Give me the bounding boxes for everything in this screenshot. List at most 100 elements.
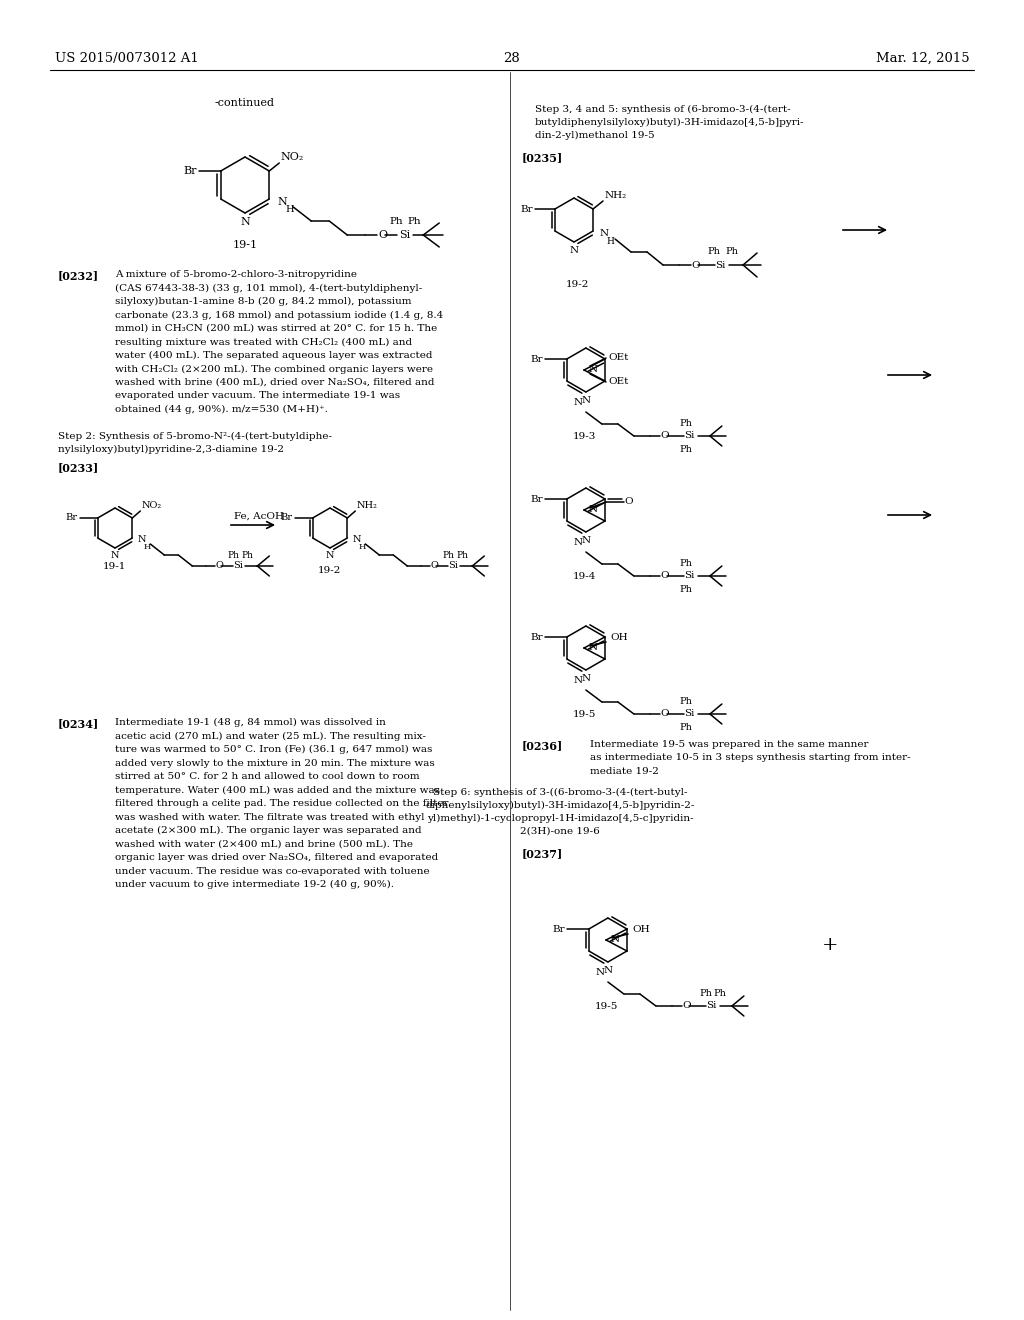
Text: NO₂: NO₂ — [141, 502, 162, 510]
Text: 19-1: 19-1 — [232, 240, 258, 249]
Text: resulting mixture was treated with CH₂Cl₂ (400 mL) and: resulting mixture was treated with CH₂Cl… — [115, 338, 412, 347]
Text: [0237]: [0237] — [522, 847, 563, 859]
Text: O: O — [691, 260, 699, 269]
Text: under vacuum to give intermediate 19-2 (40 g, 90%).: under vacuum to give intermediate 19-2 (… — [115, 880, 394, 890]
Text: US 2015/0073012 A1: US 2015/0073012 A1 — [55, 51, 199, 65]
Text: Br: Br — [530, 495, 543, 503]
Text: 2(3H)-one 19-6: 2(3H)-one 19-6 — [520, 828, 600, 836]
Text: O: O — [659, 432, 669, 441]
Text: O: O — [215, 561, 223, 570]
Text: Br: Br — [183, 166, 197, 176]
Text: 19-5: 19-5 — [573, 710, 596, 719]
Text: H: H — [286, 206, 294, 214]
Text: Br: Br — [530, 355, 543, 363]
Text: mediate 19-2: mediate 19-2 — [590, 767, 658, 776]
Text: Br: Br — [66, 513, 78, 523]
Text: [0233]: [0233] — [58, 462, 99, 473]
Text: stirred at 50° C. for 2 h and allowed to cool down to room: stirred at 50° C. for 2 h and allowed to… — [115, 772, 420, 781]
Text: under vacuum. The residue was co-evaporated with toluene: under vacuum. The residue was co-evapora… — [115, 866, 430, 875]
Text: [0235]: [0235] — [522, 152, 563, 162]
Text: 19-1: 19-1 — [103, 562, 126, 572]
Text: Step 2: Synthesis of 5-bromo-N²-(4-(tert-butyldiphe-: Step 2: Synthesis of 5-bromo-N²-(4-(tert… — [58, 432, 332, 441]
Text: Si: Si — [233, 561, 243, 570]
Text: Ph: Ph — [242, 550, 253, 560]
Text: washed with brine (400 mL), dried over Na₂SO₄, filtered and: washed with brine (400 mL), dried over N… — [115, 378, 434, 387]
Text: N: N — [326, 550, 334, 560]
Text: Si: Si — [684, 432, 694, 441]
Text: water (400 mL). The separated aqueous layer was extracted: water (400 mL). The separated aqueous la… — [115, 351, 432, 360]
Text: Si: Si — [684, 572, 694, 581]
Text: N: N — [588, 366, 597, 375]
Text: O: O — [682, 1002, 690, 1011]
Text: N: N — [603, 966, 612, 975]
Text: N: N — [278, 197, 287, 207]
Text: Ph: Ph — [680, 445, 693, 454]
Text: Ph: Ph — [714, 989, 727, 998]
Text: [0232]: [0232] — [58, 271, 99, 281]
Text: N: N — [352, 536, 360, 544]
Text: silyloxy)butan-1-amine 8-b (20 g, 84.2 mmol), potassium: silyloxy)butan-1-amine 8-b (20 g, 84.2 m… — [115, 297, 412, 306]
Text: O: O — [430, 561, 438, 570]
Text: OEt: OEt — [608, 354, 629, 363]
Text: diphenylsilyloxy)butyl)-3H-imidazo[4,5-b]pyridin-2-: diphenylsilyloxy)butyl)-3H-imidazo[4,5-b… — [425, 801, 694, 810]
Text: Ph: Ph — [408, 216, 421, 226]
Text: din-2-yl)methanol 19-5: din-2-yl)methanol 19-5 — [535, 131, 654, 140]
Text: -continued: -continued — [215, 98, 275, 108]
Text: [0234]: [0234] — [58, 718, 99, 729]
Text: temperature. Water (400 mL) was added and the mixture was: temperature. Water (400 mL) was added an… — [115, 785, 440, 795]
Text: Ph: Ph — [680, 585, 693, 594]
Text: H: H — [606, 236, 614, 246]
Text: Ph: Ph — [389, 216, 402, 226]
Text: Fe, AcOH: Fe, AcOH — [234, 512, 284, 521]
Text: NH₂: NH₂ — [604, 191, 627, 201]
Text: 19-2: 19-2 — [318, 566, 341, 576]
Text: N: N — [582, 675, 591, 682]
Text: N: N — [573, 399, 583, 407]
Text: O: O — [378, 230, 387, 240]
Text: Step 3, 4 and 5: synthesis of (6-bromo-3-(4-(tert-: Step 3, 4 and 5: synthesis of (6-bromo-3… — [535, 106, 791, 114]
Text: Br: Br — [281, 513, 293, 523]
Text: 19-4: 19-4 — [573, 572, 596, 581]
Text: Si: Si — [449, 561, 458, 570]
Text: Br: Br — [520, 205, 532, 214]
Text: Ph: Ph — [725, 247, 738, 256]
Text: OEt: OEt — [608, 378, 629, 387]
Text: mmol) in CH₃CN (200 mL) was stirred at 20° C. for 15 h. The: mmol) in CH₃CN (200 mL) was stirred at 2… — [115, 323, 437, 333]
Text: butyldiphenylsilyloxy)butyl)-3H-imidazo[4,5-b]pyri-: butyldiphenylsilyloxy)butyl)-3H-imidazo[… — [535, 117, 805, 127]
Text: carbonate (23.3 g, 168 mmol) and potassium iodide (1.4 g, 8.4: carbonate (23.3 g, 168 mmol) and potassi… — [115, 310, 443, 319]
Text: Mar. 12, 2015: Mar. 12, 2015 — [877, 51, 970, 65]
Text: Step 6: synthesis of 3-((6-bromo-3-(4-(tert-butyl-: Step 6: synthesis of 3-((6-bromo-3-(4-(t… — [433, 788, 687, 797]
Text: added very slowly to the mixture in 20 min. The mixture was: added very slowly to the mixture in 20 m… — [115, 759, 435, 767]
Text: Si: Si — [715, 260, 725, 269]
Text: N: N — [573, 676, 583, 685]
Text: filtered through a celite pad. The residue collected on the filter: filtered through a celite pad. The resid… — [115, 799, 449, 808]
Text: NH₂: NH₂ — [356, 502, 377, 510]
Text: Br: Br — [552, 924, 565, 933]
Text: Br: Br — [530, 632, 543, 642]
Text: Ph: Ph — [442, 550, 455, 560]
Text: O: O — [624, 496, 633, 506]
Text: Ph: Ph — [699, 989, 713, 998]
Text: N: N — [569, 246, 579, 255]
Text: evaporated under vacuum. The intermediate 19-1 was: evaporated under vacuum. The intermediat… — [115, 392, 400, 400]
Text: Ph: Ph — [680, 558, 693, 568]
Text: N: N — [610, 936, 620, 945]
Text: Ph: Ph — [680, 722, 693, 731]
Text: H: H — [143, 543, 151, 550]
Text: Intermediate 19-5 was prepared in the same manner: Intermediate 19-5 was prepared in the sa… — [590, 741, 868, 748]
Text: N: N — [137, 536, 145, 544]
Text: Ph: Ph — [227, 550, 240, 560]
Text: acetic acid (270 mL) and water (25 mL). The resulting mix-: acetic acid (270 mL) and water (25 mL). … — [115, 731, 426, 741]
Text: Si: Si — [684, 710, 694, 718]
Text: OH: OH — [632, 925, 649, 935]
Text: Si: Si — [399, 230, 411, 240]
Text: O: O — [659, 710, 669, 718]
Text: Si: Si — [706, 1002, 716, 1011]
Text: 19-2: 19-2 — [566, 280, 590, 289]
Text: Intermediate 19-1 (48 g, 84 mmol) was dissolved in: Intermediate 19-1 (48 g, 84 mmol) was di… — [115, 718, 386, 727]
Text: N: N — [240, 216, 250, 227]
Text: N: N — [595, 968, 604, 977]
Text: organic layer was dried over Na₂SO₄, filtered and evaporated: organic layer was dried over Na₂SO₄, fil… — [115, 853, 438, 862]
Text: washed with water (2×400 mL) and brine (500 mL). The: washed with water (2×400 mL) and brine (… — [115, 840, 413, 849]
Text: obtained (44 g, 90%). m/z=530 (M+H)⁺.: obtained (44 g, 90%). m/z=530 (M+H)⁺. — [115, 405, 328, 414]
